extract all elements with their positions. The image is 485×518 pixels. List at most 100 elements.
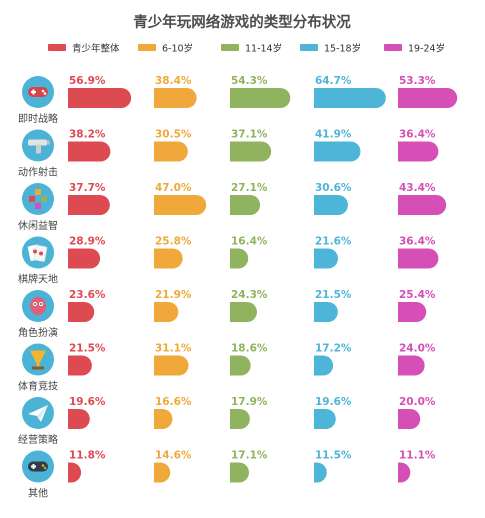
- bar-15-18-7: [314, 409, 336, 429]
- bar-19-24-6: [398, 355, 425, 376]
- legend-item: 15-18岁: [300, 43, 361, 55]
- category-label: 其他: [28, 487, 48, 500]
- bar-6-10-6: [154, 355, 189, 376]
- chart-title: 青少年玩网络游戏的类型分布状况: [133, 13, 351, 31]
- legend-label: 6-10岁: [162, 43, 193, 55]
- bar-11-14-8: [230, 462, 249, 483]
- bar-19-24-8: [398, 462, 411, 483]
- data-label: 30.5%: [155, 129, 192, 141]
- data-label: 25.4%: [399, 289, 436, 301]
- category-row: 即时战略 56.9% 38.4% 54.3% 64.7% 53.3%: [18, 75, 458, 125]
- data-label: 16.4%: [231, 236, 268, 248]
- bar-6-10-3: [154, 195, 207, 215]
- data-label: 11.8%: [69, 450, 106, 462]
- bar-11-14-1: [230, 88, 291, 108]
- chart-rows: 即时战略 56.9% 38.4% 54.3% 64.7% 53.3% 动作射击 38.2% 30…: [18, 75, 458, 500]
- legend-swatch: [300, 44, 318, 51]
- data-label: 16.6%: [155, 396, 192, 408]
- puzzle-blocks-icon: [22, 183, 54, 215]
- category-row: 其他 11.8% 14.6% 17.1% 11.5% 11.1%: [22, 450, 436, 500]
- data-label: 43.4%: [399, 182, 436, 194]
- legend-swatch: [221, 44, 239, 51]
- data-label: 19.6%: [69, 396, 106, 408]
- bar-6-10-2: [154, 141, 188, 162]
- data-label: 37.7%: [69, 182, 106, 194]
- data-label: 24.0%: [399, 343, 436, 355]
- data-label: 19.6%: [315, 396, 352, 408]
- bar-19-24-1: [398, 88, 458, 108]
- category-row: 动作射击 38.2% 30.5% 37.1% 41.9% 36.4%: [18, 129, 439, 179]
- gun-icon: [22, 129, 54, 162]
- data-label: 27.1%: [231, 182, 268, 194]
- legend-item: 青少年整体: [48, 43, 120, 55]
- data-label: 37.1%: [231, 129, 268, 141]
- bar-6-10-8: [154, 462, 171, 483]
- data-label: 64.7%: [315, 75, 352, 87]
- data-label: 38.4%: [155, 75, 192, 87]
- data-label: 36.4%: [399, 236, 436, 248]
- data-label: 54.3%: [231, 75, 268, 87]
- data-label: 17.1%: [231, 450, 268, 462]
- data-label: 17.9%: [231, 396, 268, 408]
- data-label: 31.1%: [155, 343, 192, 355]
- bar-11-14-5: [230, 302, 257, 322]
- bar-19-24-5: [398, 302, 427, 322]
- legend-label: 青少年整体: [72, 43, 120, 55]
- data-label: 30.6%: [315, 182, 352, 194]
- category-label: 休闲益智: [18, 219, 58, 232]
- data-label: 21.5%: [69, 343, 106, 355]
- paper-plane-icon: [22, 397, 54, 429]
- bar-15-18-4: [314, 248, 338, 269]
- bar-series-7: [68, 409, 90, 429]
- playing-cards-icon: [22, 236, 54, 269]
- legend-label: 19-24岁: [408, 43, 445, 55]
- bar-15-18-1: [314, 88, 386, 108]
- bar-series-5: [68, 302, 95, 322]
- category-label: 经营策略: [18, 433, 58, 446]
- legend-item: 11-14岁: [221, 43, 282, 55]
- bar-11-14-6: [230, 355, 251, 376]
- data-label: 18.6%: [231, 343, 268, 355]
- data-label: 11.5%: [315, 450, 352, 462]
- data-label: 56.9%: [69, 75, 106, 87]
- data-label: 38.2%: [69, 129, 106, 141]
- bar-6-10-1: [154, 88, 197, 108]
- bar-series-1: [68, 88, 132, 108]
- monster-icon: [22, 290, 54, 322]
- legend-swatch: [48, 44, 66, 51]
- category-label: 角色扮演: [18, 326, 58, 339]
- category-label: 体育竞技: [18, 380, 58, 393]
- data-label: 14.6%: [155, 450, 192, 462]
- data-label: 25.8%: [155, 236, 192, 248]
- data-label: 11.1%: [399, 450, 436, 462]
- legend-swatch: [384, 44, 402, 51]
- bar-11-14-7: [230, 409, 250, 429]
- bar-series-8: [68, 462, 82, 483]
- bar-11-14-2: [230, 141, 272, 162]
- legend: 青少年整体 6-10岁 11-14岁 15-18岁 19-24岁: [48, 43, 445, 55]
- data-label: 23.6%: [69, 289, 106, 301]
- bar-19-24-3: [398, 195, 447, 215]
- data-label: 21.9%: [155, 289, 192, 301]
- bar-11-14-3: [230, 195, 261, 215]
- bar-15-18-2: [314, 141, 361, 162]
- data-label: 21.6%: [315, 236, 352, 248]
- legend-swatch: [138, 44, 156, 51]
- legend-item: 19-24岁: [384, 43, 445, 55]
- data-label: 24.3%: [231, 289, 268, 301]
- category-row: 棋牌天地 28.9% 25.8% 16.4% 21.6% 36.4%: [18, 236, 439, 286]
- bar-19-24-7: [398, 409, 421, 429]
- bar-19-24-4: [398, 248, 439, 269]
- bar-6-10-7: [154, 409, 173, 429]
- data-label: 21.5%: [315, 289, 352, 301]
- category-row: 体育竞技 21.5% 31.1% 18.6% 17.2% 24.0%: [18, 343, 436, 393]
- data-label: 28.9%: [69, 236, 106, 248]
- bar-series-6: [68, 355, 92, 376]
- data-label: 41.9%: [315, 129, 352, 141]
- bar-15-18-6: [314, 355, 334, 376]
- category-row: 休闲益智 37.7% 47.0% 27.1% 30.6% 43.4%: [18, 182, 447, 232]
- category-label: 动作射击: [18, 167, 58, 179]
- bar-15-18-8: [314, 462, 327, 483]
- controller-icon: [22, 450, 54, 483]
